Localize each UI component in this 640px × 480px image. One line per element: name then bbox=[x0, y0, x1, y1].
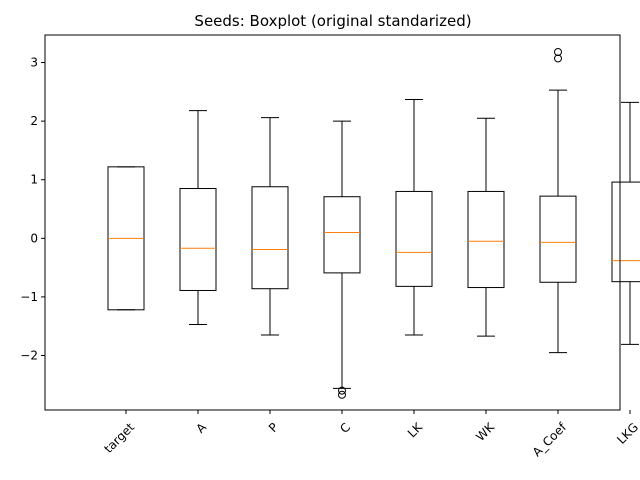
outlier-point bbox=[554, 54, 562, 63]
outlier-point bbox=[338, 386, 346, 395]
chart-title: Seeds: Boxplot (original standarized) bbox=[194, 12, 471, 30]
box-LKG bbox=[611, 181, 640, 283]
outlier-point bbox=[338, 390, 346, 399]
y-tick-label: −2 bbox=[20, 349, 38, 363]
box-A_Coef bbox=[539, 195, 577, 283]
box-P bbox=[251, 186, 289, 290]
y-tick-label: 1 bbox=[30, 173, 38, 187]
y-tick-label: 0 bbox=[30, 231, 38, 245]
box-C bbox=[323, 196, 361, 274]
box-WK bbox=[467, 190, 505, 289]
y-tick-label: 3 bbox=[30, 56, 38, 70]
y-tick-label: −1 bbox=[20, 290, 38, 304]
box-LK bbox=[395, 190, 433, 287]
axes-frame bbox=[44, 34, 621, 411]
box-A bbox=[179, 188, 217, 291]
y-tick-label: 2 bbox=[30, 114, 38, 128]
outlier-point bbox=[554, 47, 562, 56]
